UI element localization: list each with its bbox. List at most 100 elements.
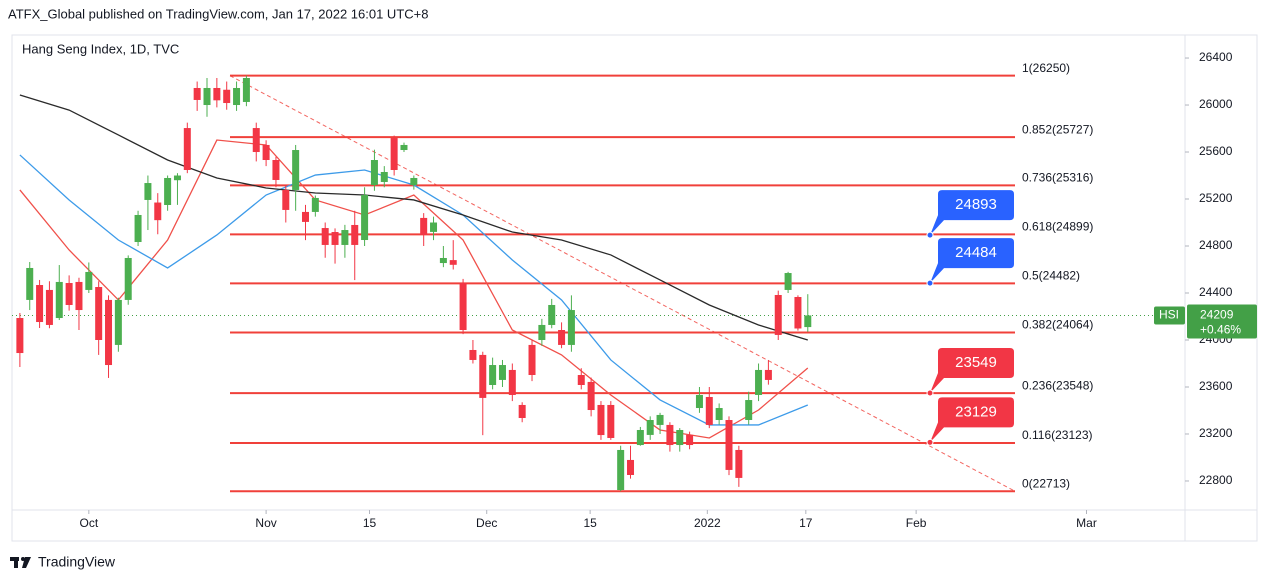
- x-tick-label: Mar: [1076, 516, 1097, 530]
- candle-body: [292, 150, 300, 190]
- symbol-box: [1154, 306, 1185, 325]
- x-tick-label: 17: [799, 516, 813, 530]
- candle-body: [331, 232, 339, 245]
- candle-body: [686, 434, 694, 446]
- candle: [262, 140, 270, 167]
- candle-body: [577, 375, 585, 385]
- candle-body: [95, 287, 103, 340]
- logo: [10, 557, 31, 568]
- candle: [233, 81, 241, 111]
- candle-body: [587, 381, 595, 411]
- candle: [361, 187, 369, 247]
- callout-label: 24893: [955, 196, 997, 213]
- candle: [242, 75, 250, 107]
- callout-box: [930, 238, 1014, 284]
- candle-body: [233, 87, 241, 106]
- candle: [597, 401, 605, 440]
- candle: [686, 431, 694, 450]
- candle: [380, 166, 388, 188]
- y-tick-label: 22800: [1199, 473, 1233, 487]
- candle: [764, 359, 772, 385]
- candle-body: [656, 414, 664, 425]
- candle: [636, 426, 644, 446]
- candle: [114, 297, 122, 352]
- candle-body: [361, 195, 369, 241]
- symbol-label: HSI: [1159, 308, 1179, 322]
- candle-body: [715, 408, 723, 421]
- candle: [489, 357, 497, 390]
- candle-body: [173, 175, 181, 181]
- callout-box: [930, 190, 1014, 236]
- fib-label: 0.852(25727): [1022, 122, 1093, 136]
- candle-body: [479, 354, 487, 398]
- candle-body: [203, 87, 211, 106]
- candle: [676, 428, 684, 452]
- candle: [705, 386, 713, 429]
- callout-label: 23129: [955, 403, 997, 420]
- fib-label: 0.618(24899): [1022, 220, 1093, 234]
- candle: [656, 412, 664, 434]
- y-tick-label: 25600: [1199, 144, 1233, 158]
- callout-box: [930, 397, 1014, 443]
- candle: [794, 295, 802, 331]
- x-tick-label: Oct: [79, 516, 98, 530]
- candle-body: [735, 449, 743, 478]
- candle: [173, 173, 181, 205]
- candle: [282, 184, 290, 223]
- callout-label: 23549: [955, 354, 997, 371]
- y-tick-label: 23600: [1199, 379, 1233, 393]
- candle: [755, 363, 763, 402]
- candle-body: [567, 310, 575, 345]
- candle-body: [548, 304, 556, 325]
- candle: [439, 246, 447, 268]
- candle: [607, 401, 615, 440]
- candle: [26, 261, 34, 311]
- callout-box: [930, 347, 1014, 393]
- candle-body: [498, 365, 506, 380]
- candle-body: [617, 449, 625, 491]
- candle-body: [213, 87, 221, 101]
- candle: [95, 281, 103, 355]
- candle-body: [36, 285, 44, 323]
- candle-body: [804, 315, 812, 328]
- fib-label: 0(22713): [1022, 476, 1070, 490]
- candle-body: [636, 429, 644, 446]
- candle: [617, 445, 625, 492]
- candle-body: [538, 324, 546, 340]
- fib-label: 0.116(23123): [1022, 428, 1093, 442]
- y-tick-label: 25200: [1199, 191, 1233, 205]
- candle-body: [351, 224, 359, 245]
- candle: [528, 339, 536, 382]
- candle-body: [370, 160, 378, 186]
- candle-body: [695, 394, 703, 409]
- candle: [400, 142, 408, 153]
- candle-body: [380, 171, 388, 182]
- candle: [213, 78, 221, 108]
- candle-body: [75, 281, 83, 311]
- candle-body: [528, 344, 536, 376]
- candle: [193, 81, 201, 111]
- candle: [252, 122, 260, 162]
- candle: [577, 368, 585, 390]
- callout-point: [926, 389, 934, 397]
- candle: [410, 175, 418, 190]
- candle: [164, 175, 172, 211]
- footer-brand: TradingView: [38, 554, 116, 570]
- candle-body: [114, 299, 122, 345]
- candle-body: [627, 459, 635, 475]
- candle-body: [144, 183, 152, 200]
- candle-body: [55, 281, 63, 319]
- candle: [725, 416, 733, 476]
- candle: [272, 156, 280, 188]
- candle: [567, 295, 575, 352]
- candle-body: [666, 424, 674, 446]
- candle: [301, 204, 309, 241]
- candle-body: [794, 296, 802, 329]
- candle: [55, 265, 63, 321]
- candle-body: [65, 283, 73, 305]
- candle: [311, 195, 319, 217]
- candle: [774, 290, 782, 340]
- candle-body: [85, 271, 93, 290]
